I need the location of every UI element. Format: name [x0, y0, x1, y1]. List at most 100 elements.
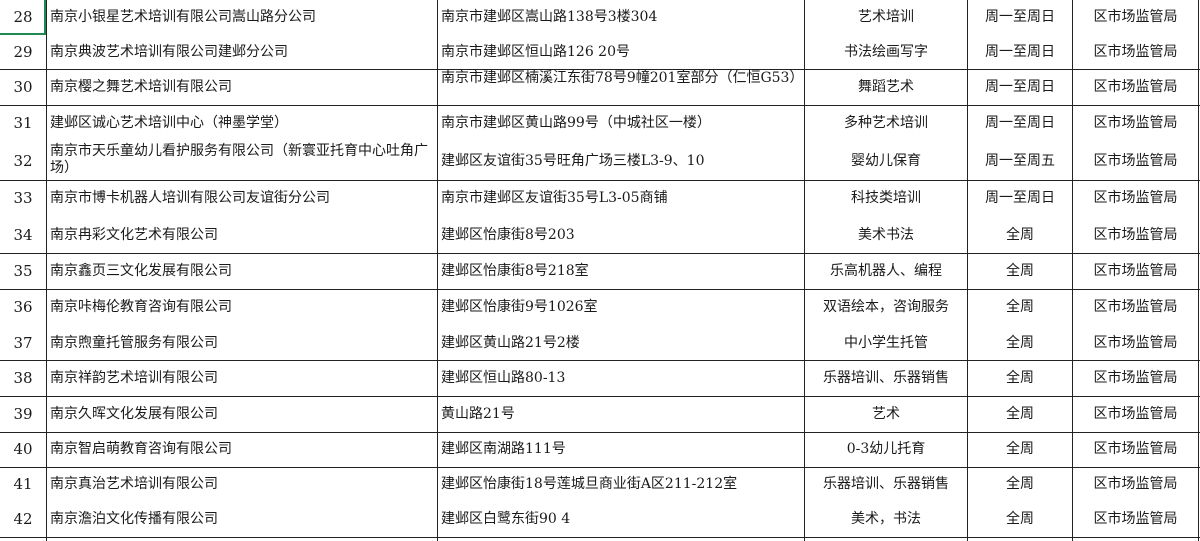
address-cell[interactable]: 建邺区白鹭东街90 4: [441, 511, 571, 527]
hours-cell[interactable]: 周一至周日: [985, 43, 1055, 60]
table-row: 39 南京久晖文化发展有限公司 黄山路21号 艺术 全周 区市场监管局: [0, 396, 1200, 432]
authority-cell[interactable]: 区市场监管局: [1093, 152, 1178, 169]
address-cell[interactable]: 南京市建邺区楠溪江东街78号9幢201室部分（仁恒G53）: [441, 70, 804, 86]
hours-cell[interactable]: 全周: [1006, 369, 1034, 386]
category-cell[interactable]: 婴幼儿保育: [851, 152, 921, 169]
table-row: 31 建邺区诚心艺术培训中心（神墨学堂） 南京市建邺区黄山路99号（中城社区一楼） 多…: [0, 105, 1200, 142]
table-row: 29 南京典波艺术培训有限公司建邺分公司 南京市建邺区恒山路126 20号 书法绘画写…: [0, 35, 1200, 69]
row-number-cell[interactable]: 35: [13, 261, 33, 280]
hours-cell[interactable]: 全周: [1006, 476, 1034, 492]
category-cell[interactable]: 艺术培训: [858, 9, 914, 25]
company-name-cell[interactable]: 南京煦童托管服务有限公司: [50, 334, 218, 351]
company-name-cell[interactable]: 南京智启萌教育咨询有限公司: [50, 441, 232, 457]
hours-cell[interactable]: 全周: [1006, 262, 1034, 279]
row-number-cell[interactable]: 29: [13, 42, 33, 61]
category-cell[interactable]: 双语绘本，咨询服务: [823, 299, 949, 315]
column-border: [1198, 0, 1199, 541]
category-cell[interactable]: 美术，书法: [851, 511, 921, 527]
row-number-cell[interactable]: 30: [13, 77, 33, 96]
hours-cell[interactable]: 全周: [1006, 405, 1034, 422]
company-name-cell[interactable]: 南京澹泊文化传播有限公司: [50, 511, 218, 527]
authority-cell[interactable]: 区市场监管局: [1093, 334, 1178, 351]
company-name-cell[interactable]: 南京冉彩文化艺术有限公司: [50, 226, 218, 243]
row-number-cell[interactable]: 34: [13, 225, 33, 244]
address-cell[interactable]: 建邺区黄山路21号2楼: [441, 334, 580, 351]
table-row: 34 南京冉彩文化艺术有限公司 建邺区怡康街8号203 美术书法 全周 区市场监管局: [0, 217, 1200, 253]
authority-cell[interactable]: 区市场监管局: [1093, 226, 1178, 243]
row-border: [0, 105, 1200, 106]
hours-cell[interactable]: 全周: [1006, 334, 1034, 351]
category-cell[interactable]: 乐器培训、乐器销售: [823, 369, 949, 386]
authority-cell[interactable]: 区市场监管局: [1093, 511, 1178, 527]
authority-cell[interactable]: 区市场监管局: [1093, 441, 1178, 457]
category-cell[interactable]: 中小学生托管: [844, 334, 928, 351]
category-cell[interactable]: 多种艺术培训: [844, 115, 928, 131]
category-cell[interactable]: 书法绘画写字: [844, 43, 928, 60]
address-cell[interactable]: 建邺区怡康街8号218室: [441, 262, 589, 279]
hours-cell[interactable]: 周一至周五: [985, 152, 1055, 169]
authority-cell[interactable]: 区市场监管局: [1093, 190, 1178, 206]
address-cell[interactable]: 建邺区怡康街18号莲城旦商业街A区211-212室: [441, 476, 738, 492]
company-name-cell[interactable]: 建邺区诚心艺术培训中心（神墨学堂）: [50, 115, 288, 131]
company-name-cell[interactable]: 南京祥韵艺术培训有限公司: [50, 369, 218, 386]
company-name-cell[interactable]: 南京小银星艺术培训有限公司嵩山路分公司: [50, 9, 316, 25]
row-number-cell[interactable]: 40: [13, 440, 33, 458]
authority-cell[interactable]: 区市场监管局: [1093, 369, 1178, 386]
row-border: [0, 180, 1200, 181]
address-cell[interactable]: 建邺区怡康街8号203: [441, 226, 575, 243]
row-number-cell[interactable]: 36: [13, 298, 33, 316]
row-number-cell[interactable]: 42: [13, 510, 33, 528]
authority-cell[interactable]: 区市场监管局: [1093, 405, 1178, 422]
category-cell[interactable]: 舞蹈艺术: [858, 78, 914, 95]
authority-cell[interactable]: 区市场监管局: [1093, 299, 1178, 315]
column-border: [46, 0, 47, 541]
row-number-cell[interactable]: 28: [13, 8, 33, 26]
company-name-cell[interactable]: 南京市天乐童幼儿看护服务有限公司（新寰亚托育中心吐角广场）: [50, 143, 428, 176]
category-cell[interactable]: 乐高机器人、编程: [830, 262, 942, 279]
authority-cell[interactable]: 区市场监管局: [1093, 78, 1178, 95]
authority-cell[interactable]: 区市场监管局: [1093, 262, 1178, 279]
address-cell[interactable]: 建邺区恒山路80-13: [441, 369, 566, 386]
category-cell[interactable]: 科技类培训: [851, 190, 921, 206]
company-name-cell[interactable]: 南京咔梅伦教育咨询有限公司: [50, 299, 232, 315]
company-name-cell[interactable]: 南京樱之舞艺术培训有限公司: [50, 78, 232, 95]
address-cell[interactable]: 建邺区友谊街35号旺角广场三楼L3-9、10: [441, 152, 705, 169]
authority-cell[interactable]: 区市场监管局: [1093, 115, 1178, 131]
hours-cell[interactable]: 全周: [1006, 441, 1034, 457]
row-border: [0, 289, 1200, 290]
address-cell[interactable]: 建邺区南湖路111号: [441, 441, 566, 457]
row-number-cell[interactable]: 31: [13, 114, 33, 132]
category-cell[interactable]: 美术书法: [858, 226, 914, 243]
category-cell[interactable]: 艺术: [872, 405, 900, 422]
address-cell[interactable]: 南京市建邺区友谊街35号L3-05商铺: [441, 190, 668, 206]
address-cell[interactable]: 南京市建邺区黄山路99号（中城社区一楼）: [441, 115, 711, 131]
authority-cell[interactable]: 区市场监管局: [1093, 476, 1178, 492]
category-cell[interactable]: 0-3幼儿托育: [846, 441, 926, 457]
row-number-cell[interactable]: 37: [13, 333, 33, 352]
address-cell[interactable]: 建邺区怡康街9号1026室: [441, 299, 598, 315]
company-name-cell[interactable]: 南京真治艺术培训有限公司: [50, 476, 218, 492]
authority-cell[interactable]: 区市场监管局: [1093, 43, 1178, 60]
hours-cell[interactable]: 全周: [1006, 226, 1034, 243]
company-name-cell[interactable]: 南京鑫页三文化发展有限公司: [50, 262, 232, 279]
row-number-cell[interactable]: 39: [13, 404, 33, 423]
company-name-cell[interactable]: 南京久晖文化发展有限公司: [50, 405, 218, 422]
hours-cell[interactable]: 全周: [1006, 511, 1034, 527]
company-name-cell[interactable]: 南京市博卡机器人培训有限公司友谊街分公司: [50, 190, 330, 206]
address-cell[interactable]: 黄山路21号: [441, 405, 515, 422]
row-number-cell[interactable]: 32: [13, 151, 33, 170]
column-border: [804, 0, 805, 541]
row-number-cell[interactable]: 33: [13, 189, 33, 207]
hours-cell[interactable]: 周一至周日: [985, 9, 1055, 25]
row-number-cell[interactable]: 41: [13, 475, 33, 493]
hours-cell[interactable]: 周一至周日: [985, 115, 1055, 131]
hours-cell[interactable]: 周一至周日: [985, 78, 1055, 95]
address-cell[interactable]: 南京市建邺区嵩山路138号3楼304: [441, 9, 658, 25]
authority-cell[interactable]: 区市场监管局: [1093, 9, 1178, 25]
hours-cell[interactable]: 全周: [1006, 299, 1034, 315]
category-cell[interactable]: 乐器培训、乐器销售: [823, 476, 949, 492]
company-name-cell[interactable]: 南京典波艺术培训有限公司建邺分公司: [50, 43, 288, 60]
hours-cell[interactable]: 周一至周日: [985, 190, 1055, 206]
row-number-cell[interactable]: 38: [13, 368, 33, 387]
address-cell[interactable]: 南京市建邺区恒山路126 20号: [441, 43, 630, 60]
